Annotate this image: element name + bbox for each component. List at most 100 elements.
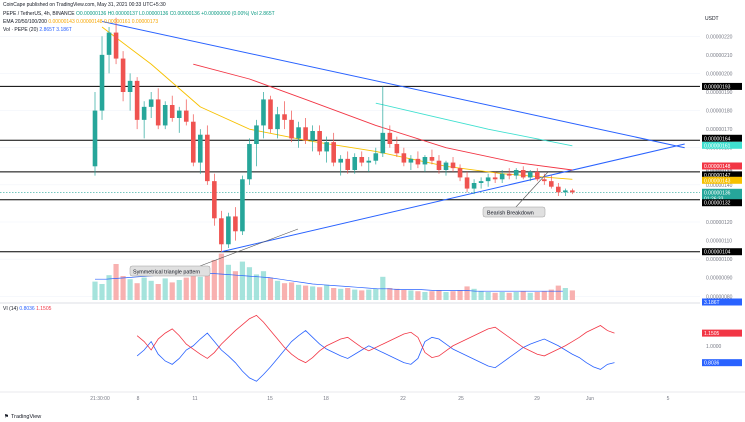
ema-line: [101, 26, 573, 180]
volume-bar: [141, 277, 147, 300]
volume-legend: Vol · PEPE (20) 2.865T 3.186T: [3, 27, 72, 33]
price-tick-label: 0.00000140: [706, 183, 733, 189]
volume-bar: [204, 266, 210, 300]
volume-bar: [324, 284, 330, 300]
candle-body: [394, 144, 400, 154]
volume-bar: [162, 278, 168, 300]
price-tick-label: 0.00000110: [706, 239, 732, 245]
candle-body: [120, 58, 126, 92]
price-tick-label: 0.00000100: [706, 257, 733, 263]
volume-values: 2.865T 3.186T: [39, 27, 72, 33]
price-tag-label: 3.186T: [704, 300, 720, 306]
price-tick-label: 0.00000210: [706, 53, 733, 59]
candle-body: [520, 170, 526, 178]
candle-body: [373, 153, 379, 161]
vi-legend: VI (14) 0.8036 1.1505: [3, 306, 51, 312]
candle-body: [92, 110, 98, 167]
volume-bar: [485, 292, 491, 300]
price-tag: [702, 171, 742, 179]
price-tag-label: 0.00000136: [704, 190, 731, 196]
volume-bar: [99, 284, 105, 300]
volume-bar: [155, 284, 161, 300]
candle-body: [380, 132, 386, 154]
volume-bar: [541, 291, 547, 300]
trendline-lower: [221, 143, 685, 253]
candle-body: [205, 134, 210, 182]
volume-bar: [492, 292, 498, 300]
price-tag: [702, 359, 742, 367]
volume-bar: [359, 290, 365, 300]
ema-label: EMA 20/50/100/200: [3, 19, 47, 25]
candle-body: [141, 106, 147, 120]
price-tick-label: 0.00000170: [706, 127, 733, 133]
volume-bar: [429, 291, 435, 300]
vi-plus-line: [136, 330, 615, 382]
volume-bar: [387, 288, 393, 300]
vi-tick-label: 1.0000: [706, 344, 722, 350]
volume-bar: [281, 283, 288, 300]
volume-bars: [92, 253, 575, 300]
volume-bar: [422, 292, 428, 300]
volume-bar: [415, 291, 421, 300]
breakdown-callout-text: Bearish Breakdown: [487, 211, 534, 217]
volume-bar: [127, 279, 133, 300]
volume-bar: [310, 286, 316, 300]
volume-bar: [197, 276, 203, 300]
price-tag: [702, 134, 742, 142]
candle-body: [190, 121, 196, 163]
volume-bar: [120, 276, 126, 300]
volume-bar: [534, 292, 540, 300]
candle-body: [247, 144, 252, 180]
breakdown-callout-box: [482, 206, 546, 218]
ema-legend: EMA 20/50/100/200 0.00000143 0.00000148 …: [3, 19, 158, 25]
volume-bar: [148, 280, 154, 300]
annotations: Symmetrical triangle pattern Bearish Bre…: [129, 171, 549, 277]
volume-bar: [169, 282, 175, 300]
volume-bar: [345, 288, 351, 300]
candles: [92, 17, 575, 252]
price-tag-label: 0.00000147: [704, 173, 731, 179]
candle-body: [317, 131, 322, 152]
volume-bar: [506, 292, 512, 300]
volume-bar: [106, 275, 112, 300]
candle-body: [176, 110, 182, 118]
candle-body: [527, 171, 533, 178]
vol-ma-value: Vol 2.865T: [250, 11, 275, 17]
candle-body: [155, 99, 161, 126]
volume-bar: [232, 271, 238, 300]
volume-bar: [408, 290, 414, 300]
trendline-upper: [101, 20, 685, 149]
symbol-name: PEPE / TetherUS, 4h, BINANCE: [3, 11, 75, 17]
price-tick-label: 0.00000220: [706, 34, 733, 40]
candle-body: [169, 105, 175, 118]
candle-body: [303, 127, 308, 141]
volume-bar: [303, 285, 309, 300]
price-tick-label: 0.00000180: [706, 109, 733, 115]
price-tick-label: 0.00000200: [706, 71, 733, 77]
price-tag-label: 0.00000104: [704, 250, 731, 256]
price-tag: [702, 176, 742, 184]
price-tick-label: 0.00000080: [706, 294, 733, 300]
price-tick-label: 0.00000120: [706, 220, 733, 226]
candle-body: [275, 114, 280, 130]
candle-body: [408, 158, 414, 163]
candle-body: [289, 119, 294, 139]
triangle-callout-line: [199, 228, 299, 267]
candle-body: [401, 153, 407, 163]
volume-bar: [450, 291, 456, 300]
candle-body: [282, 114, 287, 120]
candle-body: [450, 162, 456, 169]
tradingview-logo-mark: ⚑: [4, 413, 9, 420]
time-tick-label: 8: [137, 396, 140, 402]
volume-bar: [183, 277, 189, 300]
volume-bar: [239, 261, 246, 300]
time-tick-label: 18: [323, 396, 329, 402]
price-tag: [702, 141, 742, 149]
volume-bar: [499, 292, 505, 300]
volume-bar: [92, 281, 98, 300]
volume-bar: [401, 289, 407, 300]
volume-bar: [457, 290, 463, 300]
candle-body: [387, 132, 393, 144]
